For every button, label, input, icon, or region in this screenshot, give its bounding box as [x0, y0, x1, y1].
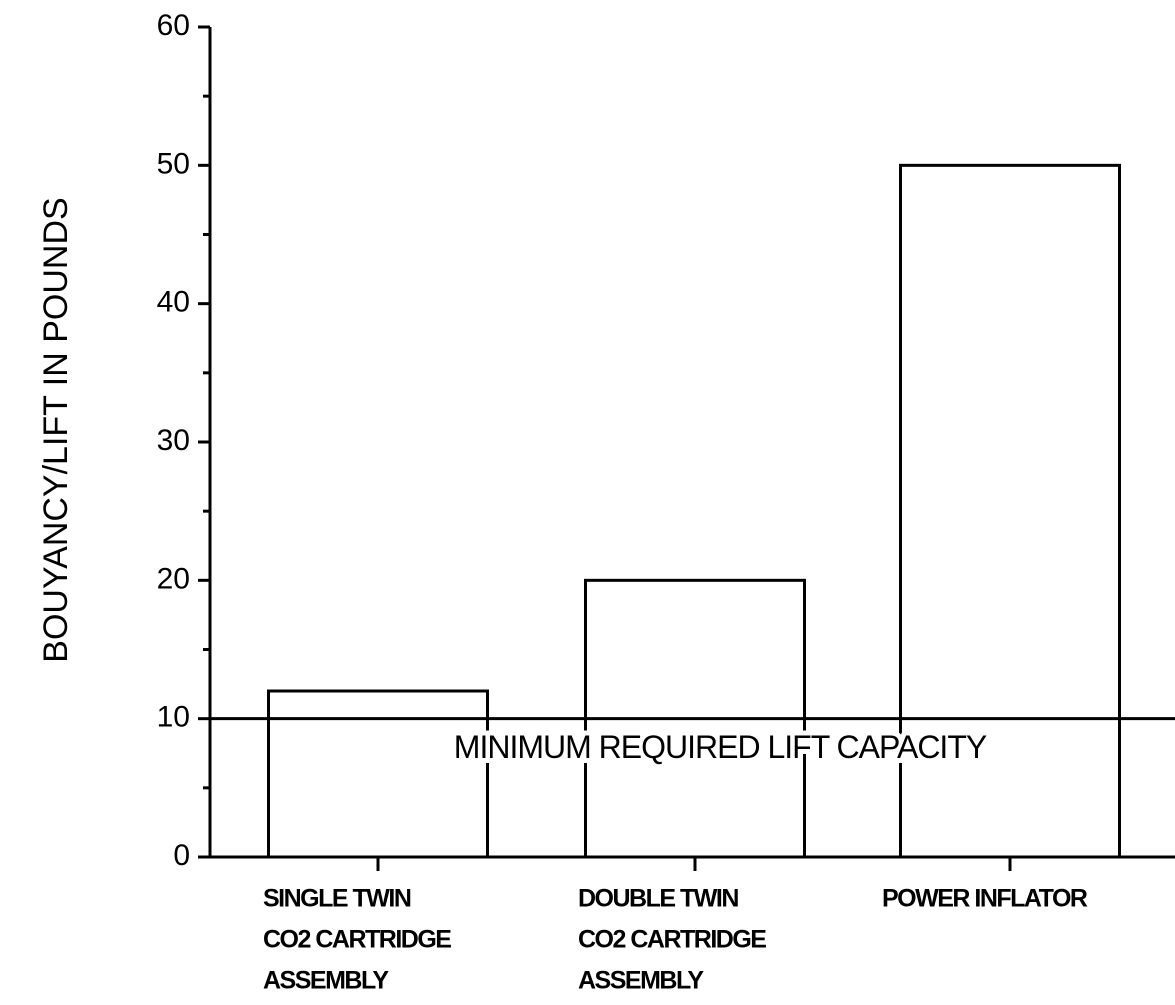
x-tick-label: SINGLE TWIN: [263, 885, 411, 913]
x-tick-label: CO2 CARTRIDGE: [263, 926, 451, 954]
x-tick-label: POWER INFLATOR: [882, 885, 1088, 913]
x-tick-label: ASSEMBLY: [578, 967, 704, 995]
y-tick-label: 10: [157, 701, 190, 734]
y-axis-label: BOUYANCY/LIFT IN POUNDS: [37, 197, 75, 662]
x-tick-label: DOUBLE TWIN: [578, 885, 738, 913]
y-tick-label: 20: [157, 562, 190, 595]
bar: [267, 689, 489, 859]
y-tick-label: 30: [157, 424, 190, 457]
y-tick-label: 40: [157, 286, 190, 319]
x-tick-label: ASSEMBLY: [263, 967, 389, 995]
y-tick-label: 0: [173, 839, 190, 872]
y-tick-label: 50: [157, 147, 190, 180]
reference-label: MINIMUM REQUIRED LIFT CAPACITY: [454, 729, 987, 765]
y-tick-label: 60: [157, 9, 190, 42]
x-tick-label: CO2 CARTRIDGE: [578, 926, 766, 954]
